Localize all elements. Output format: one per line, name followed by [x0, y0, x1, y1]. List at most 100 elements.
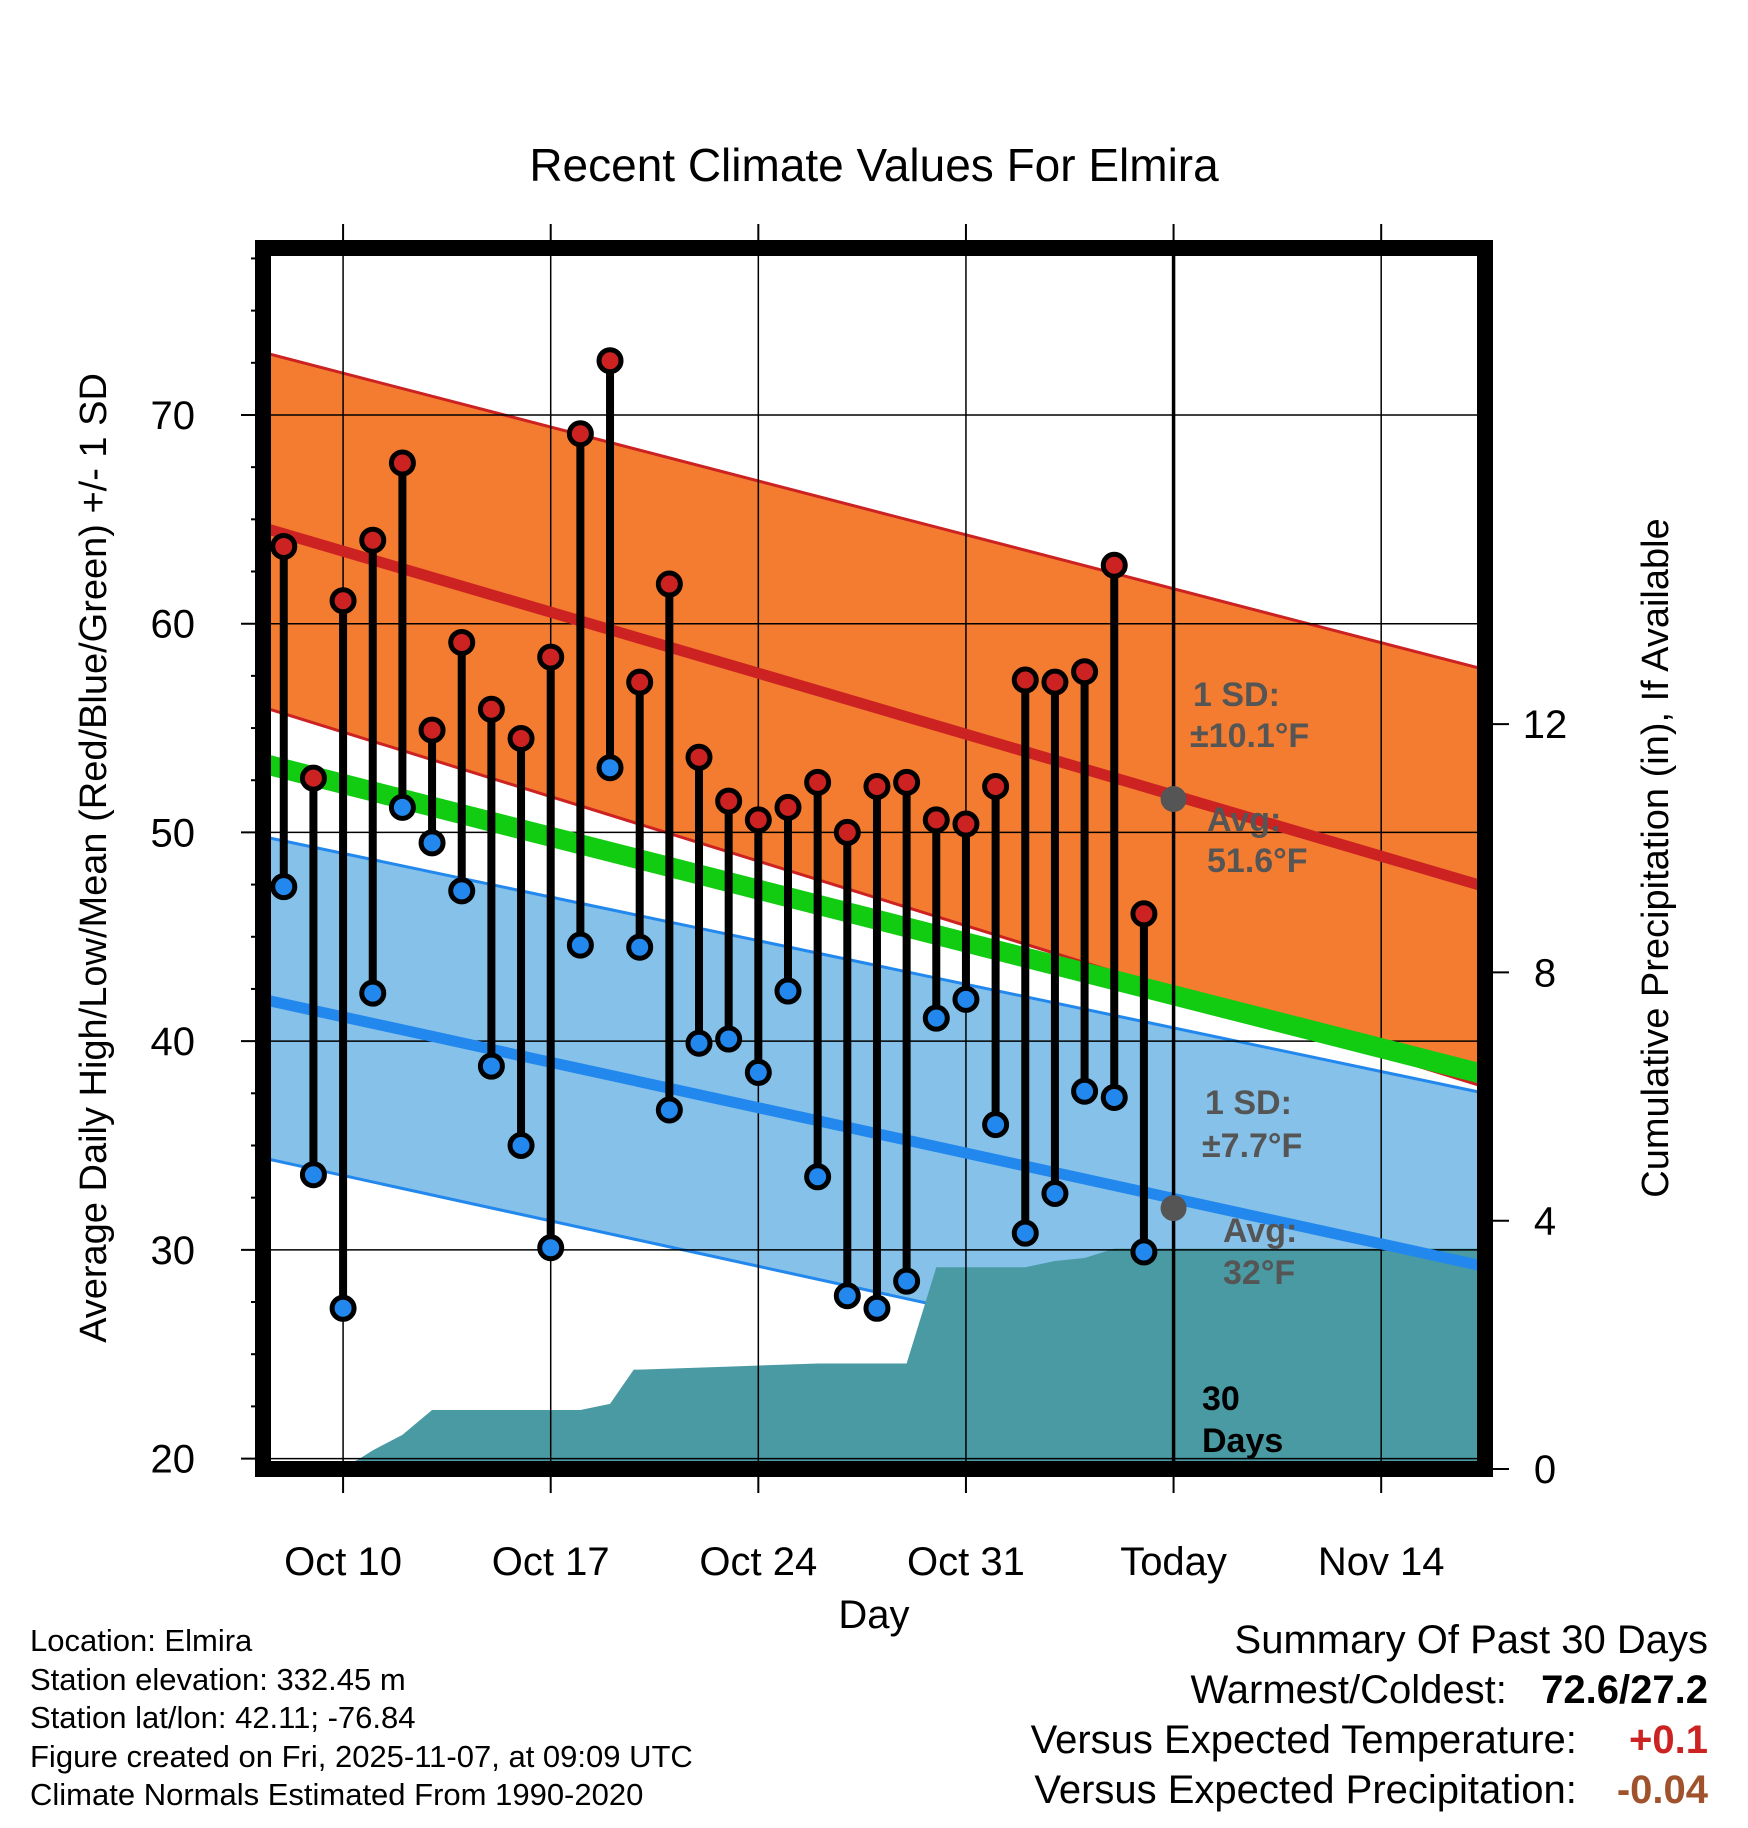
- daily-low-point: [507, 1131, 535, 1159]
- info-elevation: Station elevation: 332.45 m: [30, 1661, 406, 1697]
- daily-low-point: [1011, 1219, 1039, 1247]
- daily-high-point: [299, 764, 327, 792]
- x-tick-label: Oct 31: [907, 1540, 1025, 1584]
- summary-warmest-label: Warmest/Coldest:: [1190, 1668, 1507, 1712]
- daily-low-point: [388, 793, 416, 821]
- daily-low-point: [744, 1058, 772, 1086]
- daily-low-point: [774, 977, 802, 1005]
- chart-title: Recent Climate Values For Elmira: [529, 139, 1219, 191]
- y2-axis-label: Cumulative Precipitation (in), If Availa…: [1635, 518, 1677, 1197]
- daily-high-point: [566, 420, 594, 448]
- summary-panel: Summary Of Past 30 Days Warmest/Coldest:…: [1031, 1615, 1708, 1815]
- info-location: Location: Elmira: [30, 1623, 253, 1658]
- y-tick-label: 20: [151, 1438, 196, 1482]
- summary-title: Summary Of Past 30 Days: [1234, 1618, 1708, 1662]
- daily-high-point: [418, 716, 446, 744]
- station-info: Location: Elmira Station elevation: 332.…: [30, 1622, 693, 1815]
- x-tick-label: Oct 10: [284, 1540, 402, 1584]
- daily-high-point: [388, 449, 416, 477]
- high-avg-label: Avg:: [1207, 801, 1281, 839]
- daily-low-point: [715, 1025, 743, 1053]
- daily-low-point: [804, 1163, 832, 1191]
- info-latlon: Station lat/lon: 42.11; -76.84: [30, 1700, 416, 1735]
- high-sd-band-upper-edge: [263, 350, 1485, 672]
- high-normal-line: [263, 522, 1485, 892]
- x-tick-label: Oct 24: [699, 1540, 817, 1584]
- y2-tick-label: 12: [1523, 703, 1568, 747]
- daily-high-point: [1071, 658, 1099, 686]
- daily-high-point: [507, 724, 535, 752]
- daily-high-point: [1011, 666, 1039, 694]
- daily-high-point: [685, 743, 713, 771]
- y-tick-label: 30: [151, 1229, 196, 1273]
- low-sd-label: 1 SD:: [1205, 1084, 1292, 1122]
- daily-low-point: [655, 1096, 683, 1124]
- daily-low-point: [982, 1111, 1010, 1139]
- daily-high-point: [1100, 551, 1128, 579]
- daily-high-point: [893, 768, 921, 796]
- daily-high-point: [1130, 900, 1158, 928]
- days-count-label: 30: [1202, 1380, 1240, 1418]
- high-sd-band: [263, 352, 1485, 1088]
- daily-low-point: [329, 1294, 357, 1322]
- daily-high-point: [833, 818, 861, 846]
- y-tick-label: 50: [151, 811, 196, 855]
- daily-low-point: [685, 1029, 713, 1057]
- daily-high-point: [655, 570, 683, 598]
- daily-high-point: [863, 772, 891, 800]
- y-tick-label: 40: [151, 1020, 196, 1064]
- daily-high-point: [596, 347, 624, 375]
- daily-low-point: [359, 979, 387, 1007]
- high-sd-label: 1 SD:: [1193, 676, 1280, 714]
- daily-low-point: [1130, 1238, 1158, 1266]
- info-created: Figure created on Fri, 2025-11-07, at 09…: [30, 1738, 693, 1774]
- daily-high-point: [626, 668, 654, 696]
- high-avg-value: 51.6°F: [1207, 842, 1308, 880]
- daily-low-point: [863, 1294, 891, 1322]
- summary-warmest-row: Warmest/Coldest: 72.6/27.2: [1031, 1665, 1709, 1715]
- daily-high-point: [715, 787, 743, 815]
- summary-temp-value: +0.1: [1629, 1718, 1708, 1762]
- daily-high-point: [537, 643, 565, 671]
- y2-tick-label: 8: [1534, 951, 1556, 995]
- daily-low-point: [270, 873, 298, 901]
- daily-high-point: [270, 532, 298, 560]
- y-axis-label: Average Daily High/Low/Mean (Red/Blue/Gr…: [73, 373, 115, 1343]
- daily-low-point: [299, 1161, 327, 1189]
- daily-low-point: [596, 754, 624, 782]
- low-avg-value: 32°F: [1223, 1254, 1295, 1292]
- daily-low-point: [626, 933, 654, 961]
- daily-low-point: [1041, 1179, 1069, 1207]
- y-tick-label: 60: [151, 603, 196, 647]
- daily-high-point: [477, 695, 505, 723]
- daily-low-point: [1100, 1083, 1128, 1111]
- daily-high-point: [774, 793, 802, 821]
- daily-high-point: [329, 587, 357, 615]
- summary-temp-row: Versus Expected Temperature: +0.1: [1031, 1715, 1708, 1765]
- daily-low-point: [893, 1267, 921, 1295]
- today-low-avg-marker: [1160, 1195, 1187, 1222]
- x-tick-label: Today: [1120, 1540, 1227, 1584]
- days-unit-label: Days: [1202, 1422, 1283, 1460]
- daily-high-point: [1041, 668, 1069, 696]
- high-sd-value: ±10.1°F: [1190, 717, 1309, 755]
- daily-low-point: [952, 985, 980, 1013]
- daily-low-point: [537, 1234, 565, 1262]
- plot-frame: [255, 240, 1493, 1477]
- summary-warmest-value: 72.6/27.2: [1541, 1668, 1708, 1712]
- daily-low-point: [922, 1004, 950, 1032]
- daily-low-point: [418, 829, 446, 857]
- daily-high-point: [922, 806, 950, 834]
- x-tick-label: Oct 17: [492, 1540, 610, 1584]
- daily-low-point: [566, 931, 594, 959]
- low-avg-label: Avg:: [1223, 1212, 1297, 1250]
- y-tick-label: 70: [151, 394, 196, 438]
- daily-high-point: [952, 810, 980, 838]
- x-axis-label: Day: [838, 1593, 909, 1637]
- daily-low-point: [1071, 1077, 1099, 1105]
- y2-tick-label: 4: [1534, 1200, 1556, 1244]
- daily-high-point: [448, 628, 476, 656]
- daily-high-point: [804, 768, 832, 796]
- summary-precip-row: Versus Expected Precipitation: -0.04: [1031, 1765, 1708, 1815]
